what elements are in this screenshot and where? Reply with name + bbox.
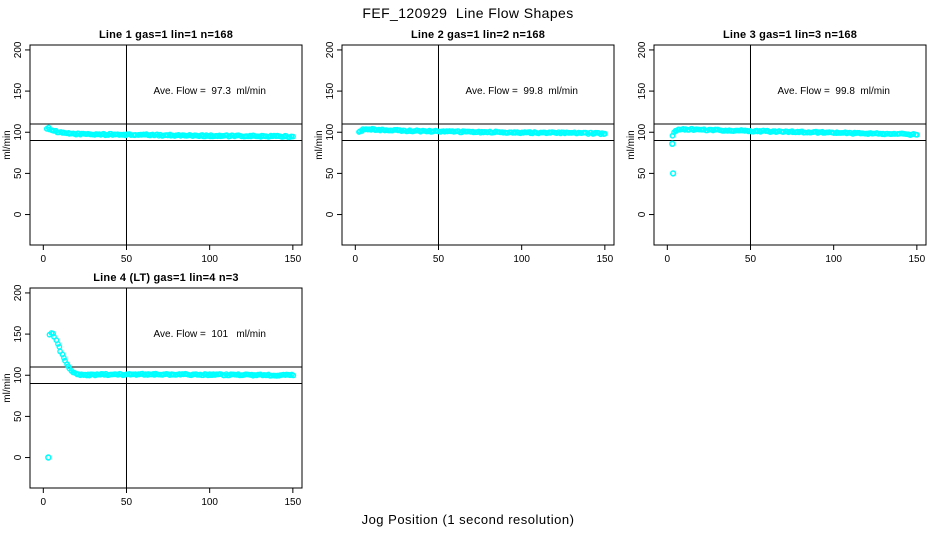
plot-box xyxy=(341,44,615,246)
subplot-canvas: Line 4 (LT) gas=1 lin=4 n=3 0 50 100 150 0 50 1… xyxy=(2,272,303,508)
data-point xyxy=(130,371,137,378)
x-axis-tick-label: 50 xyxy=(121,254,133,265)
annotation-ave-flow: Ave. Flow = 99.8 ml/min xyxy=(778,86,890,97)
x-axis-tick-label: 50 xyxy=(433,254,445,265)
data-series xyxy=(669,125,920,177)
subplot-line-1: Line 1 gas=1 lin=1 n=168 0 50 100 150 0 50 100 1… xyxy=(0,25,312,268)
data-series xyxy=(43,124,296,141)
x-axis-tick-label: 100 xyxy=(513,254,530,265)
y-axis-label: ml/min xyxy=(2,130,13,159)
y-axis-tick-label: 150 xyxy=(637,82,648,99)
data-point xyxy=(470,129,477,136)
x-axis-tick-label: 150 xyxy=(909,254,926,265)
x-axis-tick-label: 50 xyxy=(121,497,133,508)
data-point xyxy=(56,344,63,350)
y-axis-tick-label: 200 xyxy=(13,284,24,301)
data-point xyxy=(290,133,296,140)
x-axis-tick-label: 150 xyxy=(285,497,302,508)
x-axis-tick-label: 100 xyxy=(825,254,842,265)
data-point xyxy=(601,130,608,137)
y-axis-label: ml/min xyxy=(626,130,637,159)
data-point xyxy=(739,127,746,134)
outlier-point xyxy=(669,140,676,148)
data-point xyxy=(61,354,67,361)
y-axis-tick-label: 200 xyxy=(325,41,336,58)
subplot-title: Line 4 (LT) gas=1 lin=4 n=3 xyxy=(93,272,239,284)
y-axis-tick-label: 100 xyxy=(13,366,24,383)
outlier-point xyxy=(45,454,52,461)
plot-box xyxy=(653,44,927,246)
y-axis-tick-label: 50 xyxy=(13,410,24,422)
subplot-line-3: Line 3 gas=1 lin=3 n=168 0 50 100 150 0 50 100 1… xyxy=(624,25,936,268)
y-axis-label: ml/min xyxy=(2,373,13,402)
data-point xyxy=(467,128,474,135)
annotation-ave-flow: Ave. Flow = 101 ml/min xyxy=(154,329,266,340)
data-point xyxy=(50,330,56,337)
y-axis-tick-label: 200 xyxy=(13,41,24,58)
subplot-line-4: Line 4 (LT) gas=1 lin=4 n=3 0 50 100 150 0 50 1… xyxy=(0,268,312,511)
y-axis-tick-label: 100 xyxy=(325,123,336,140)
data-series xyxy=(356,125,608,138)
y-axis-tick-label: 100 xyxy=(13,123,24,140)
y-axis-tick-label: 150 xyxy=(13,325,24,342)
subplot-title: Line 2 gas=1 lin=2 n=168 xyxy=(411,29,545,41)
y-axis-tick-label: 50 xyxy=(325,167,336,179)
y-axis-tick-label: 0 xyxy=(13,454,24,460)
y-axis-tick-label: 150 xyxy=(325,82,336,99)
x-axis-tick-label: 0 xyxy=(41,254,47,265)
y-axis-tick-label: 0 xyxy=(637,211,648,217)
data-point xyxy=(290,372,297,379)
subplot-title: Line 3 gas=1 lin=3 n=168 xyxy=(723,29,857,41)
y-axis-tick-label: 150 xyxy=(13,82,24,99)
x-axis-tick-label: 50 xyxy=(745,254,757,265)
subplot-canvas: Line 1 gas=1 lin=1 n=168 0 50 100 150 0 50 100 1… xyxy=(2,29,303,265)
x-axis-tick-label: 100 xyxy=(201,254,218,265)
x-axis-tick-label: 150 xyxy=(597,254,614,265)
data-point xyxy=(914,131,920,138)
y-axis-tick-label: 0 xyxy=(13,211,24,217)
annotation-ave-flow: Ave. Flow = 97.3 ml/min xyxy=(154,86,266,97)
x-axis-tick-label: 0 xyxy=(41,497,47,508)
x-axis-tick-label: 0 xyxy=(665,254,671,265)
subplot-line-2: Line 2 gas=1 lin=2 n=168 0 50 100 150 0 50 100 1… xyxy=(312,25,624,268)
plot-box xyxy=(29,287,303,489)
shared-x-axis-label: Jog Position (1 second resolution) xyxy=(361,512,575,527)
data-series xyxy=(45,330,297,461)
y-axis-tick-label: 50 xyxy=(637,167,648,179)
x-axis-tick-label: 100 xyxy=(201,497,218,508)
outlier-point xyxy=(669,170,677,177)
y-axis-tick-label: 200 xyxy=(637,41,648,58)
subplot-canvas: Line 2 gas=1 lin=2 n=168 0 50 100 150 0 50 100 1… xyxy=(314,29,615,265)
annotation-ave-flow: Ave. Flow = 99.8 ml/min xyxy=(466,86,578,97)
data-point xyxy=(481,129,488,135)
y-axis-tick-label: 0 xyxy=(325,211,336,217)
x-axis-tick-label: 150 xyxy=(285,254,302,265)
y-axis-tick-label: 50 xyxy=(13,167,24,179)
subplot-title: Line 1 gas=1 lin=1 n=168 xyxy=(99,29,233,41)
plot-box xyxy=(29,44,303,246)
subplot-canvas: Line 3 gas=1 lin=3 n=168 0 50 100 150 0 50 100 1… xyxy=(626,29,927,265)
y-axis-tick-label: 100 xyxy=(637,123,648,140)
figure-title: FEF_120929 Line Flow Shapes xyxy=(362,5,574,21)
y-axis-label: ml/min xyxy=(314,130,325,159)
x-axis-tick-label: 0 xyxy=(353,254,359,265)
